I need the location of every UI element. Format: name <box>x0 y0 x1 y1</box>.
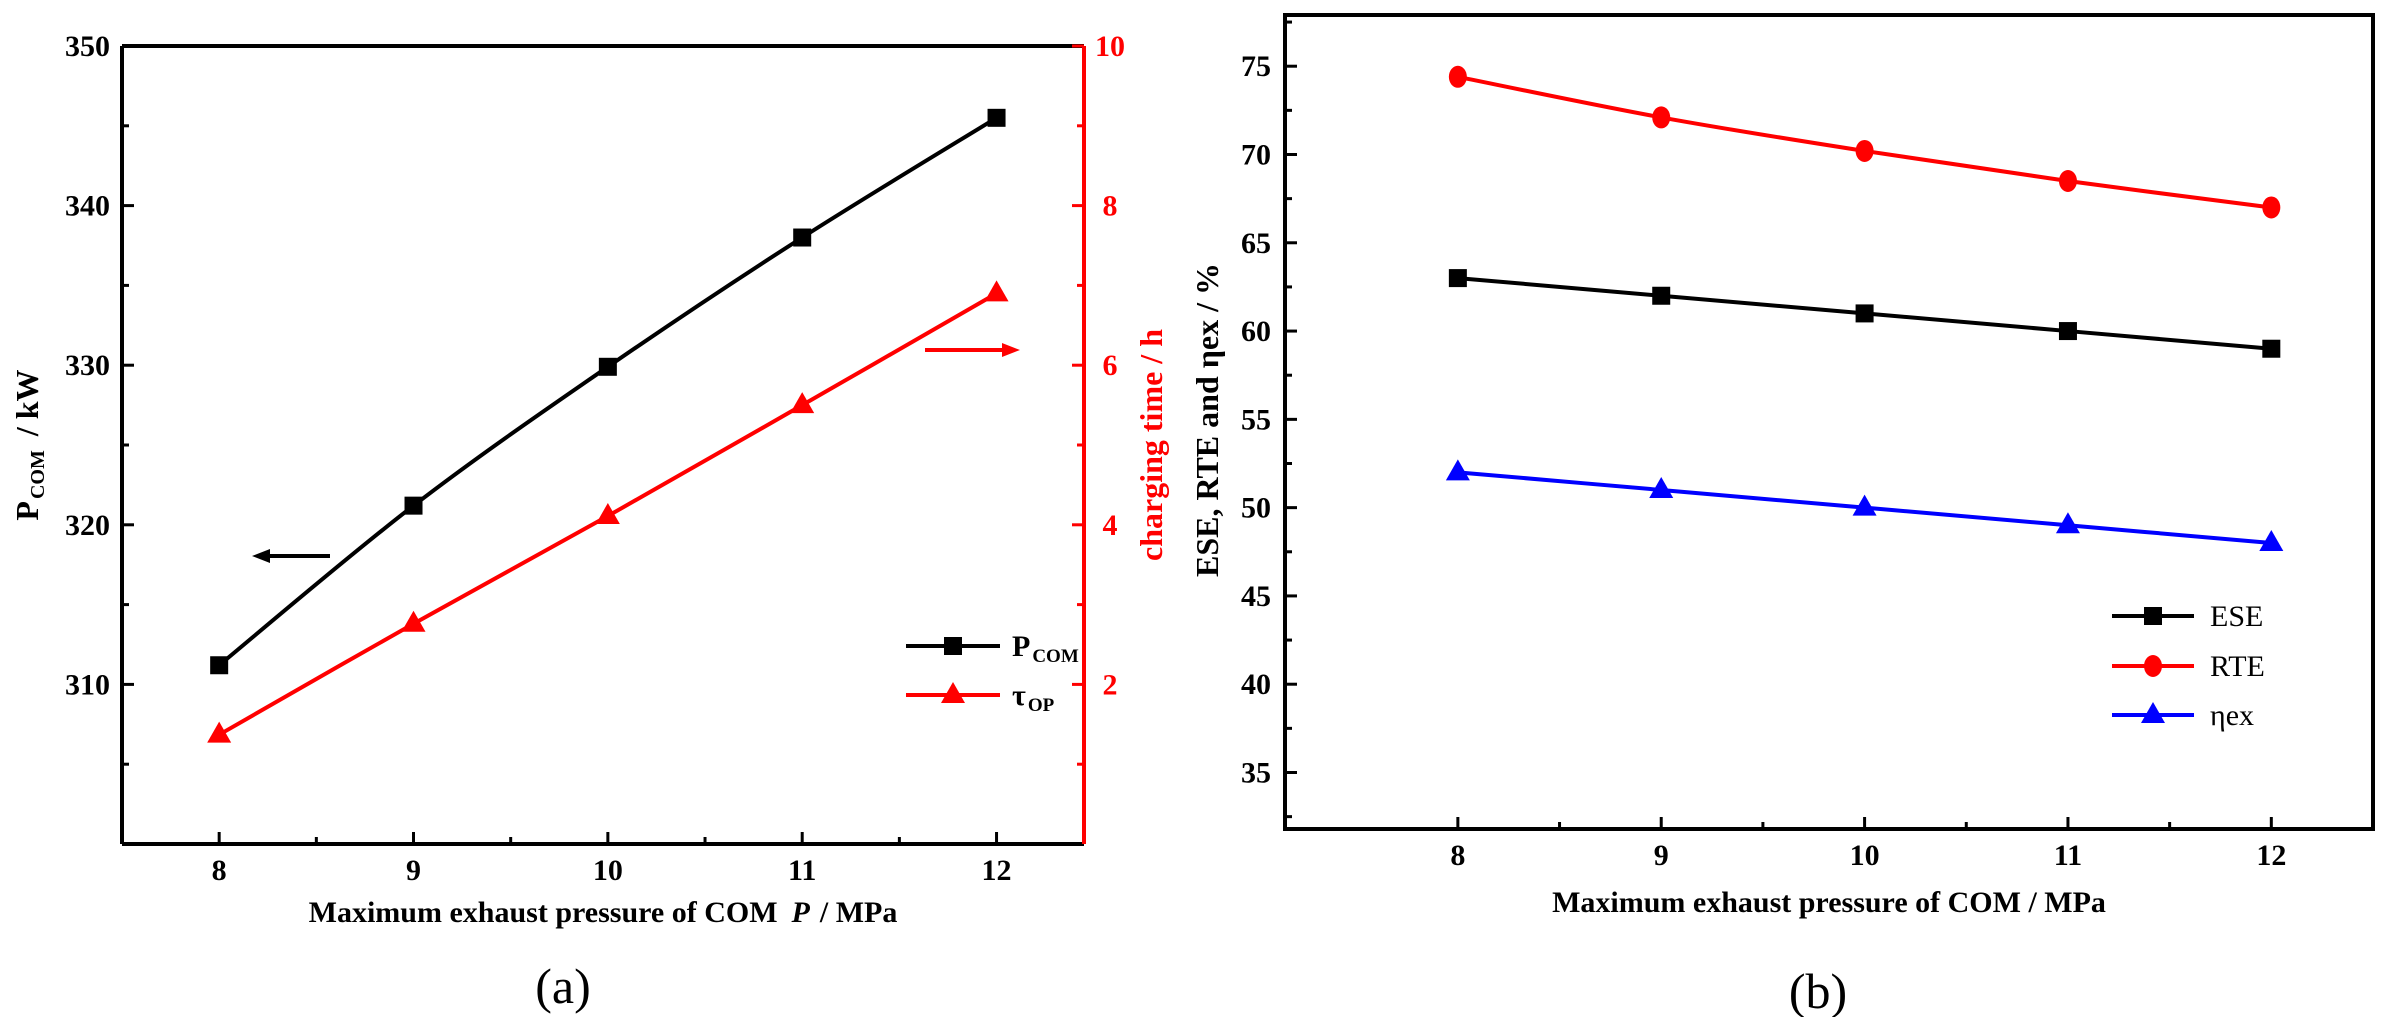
x-label-var: P <box>791 896 811 929</box>
y-label-unit: / kW <box>9 369 45 437</box>
plot-frame <box>1283 13 2375 831</box>
chart-panel-b: 8 9 10 11 12 35 40 45 50 55 60 65 70 75 Maximum exhaus… <box>1189 13 2375 919</box>
legend-marker <box>2144 655 2162 677</box>
x-tick-label: 11 <box>788 854 816 887</box>
legend-label: ηex <box>2210 699 2254 732</box>
y-axis-label: ESE, RTE and ηex / % <box>1189 263 1225 577</box>
x-tick-label: 8 <box>212 854 227 887</box>
data-point <box>987 108 1006 127</box>
y-tick-label: 330 <box>65 349 110 382</box>
x-tick-label: 9 <box>406 854 421 887</box>
y-tick-label: 50 <box>1241 492 1271 525</box>
chart-panel-a: 8 9 10 11 12 310 320 330 340 350 2 4 6 8 10 Maximum exh… <box>9 30 1169 929</box>
arrow-right-head-icon <box>1002 343 1020 357</box>
data-point <box>598 357 617 376</box>
y-tick-label: 60 <box>1241 315 1271 348</box>
data-point <box>1445 459 1470 481</box>
legend-sub: OP <box>1028 695 1055 716</box>
x-tick-label: 12 <box>2256 839 2286 872</box>
legend: ESE RTE ηex <box>2112 600 2265 732</box>
legend-marker <box>2141 702 2165 723</box>
data-point <box>1649 476 1674 498</box>
y-tick-label: 350 <box>65 30 110 63</box>
panel-label-b: (b) <box>1789 963 1847 1017</box>
y2-tick-label: 2 <box>1103 668 1118 701</box>
x-label-unit: / MPa <box>819 896 897 929</box>
y2-axis-label: charging time / h <box>1133 329 1169 561</box>
data-point <box>210 656 229 675</box>
y-tick-label: 40 <box>1241 668 1271 701</box>
data-point <box>2262 339 2281 358</box>
data-point <box>2058 322 2077 341</box>
y-tick-label: 310 <box>65 668 110 701</box>
data-point <box>793 228 812 247</box>
data-point <box>2262 196 2281 219</box>
y-tick-label: 65 <box>1241 227 1271 260</box>
y2-tick-label: 6 <box>1103 349 1118 382</box>
y-tick-label: 55 <box>1241 403 1271 436</box>
data-point <box>2055 512 2080 534</box>
x-tick-label: 10 <box>1850 839 1880 872</box>
x-tick-label: 9 <box>1654 839 1669 872</box>
y-label-sub: COM <box>27 450 49 499</box>
y-tick-label: 340 <box>65 190 110 223</box>
data-point <box>595 503 620 525</box>
y-tick-label: 35 <box>1241 756 1271 789</box>
data-point <box>2058 169 2077 192</box>
series-line-0 <box>217 116 998 667</box>
legend: P COM τ OP <box>906 630 1079 716</box>
data-point <box>207 721 232 743</box>
data-point <box>1652 106 1671 129</box>
data-point <box>2259 529 2284 551</box>
data-point <box>984 280 1009 302</box>
y-tick-label: 320 <box>65 509 110 542</box>
legend-marker <box>944 637 962 655</box>
y2-tick-label: 4 <box>1103 509 1118 542</box>
x-tick-label: 8 <box>1450 839 1465 872</box>
y-tick-label: 45 <box>1241 580 1271 613</box>
data-point <box>1652 286 1671 305</box>
data-point <box>1855 304 1874 323</box>
legend-marker <box>2144 607 2162 625</box>
data-point <box>1448 65 1467 88</box>
legend-label: RTE <box>2210 650 2265 683</box>
y-tick-label: 70 <box>1241 138 1271 171</box>
panel-label-a: (a) <box>535 958 591 1014</box>
x-tick-label: 12 <box>982 854 1012 887</box>
data-point <box>404 496 423 515</box>
legend-name: P <box>1012 630 1030 663</box>
legend-sub: COM <box>1032 646 1079 667</box>
data-point <box>1852 494 1877 516</box>
y2-tick-label: 8 <box>1103 190 1118 223</box>
y2-tick-label: 10 <box>1095 30 1125 63</box>
data-point <box>1448 269 1467 288</box>
x-tick-label: 11 <box>2054 839 2082 872</box>
legend-name: τ <box>1012 679 1026 712</box>
data-point <box>401 610 426 632</box>
legend-marker <box>941 682 965 703</box>
legend-label: ESE <box>2210 600 2263 633</box>
data-point <box>790 392 815 414</box>
arrow-left-head-icon <box>252 549 270 563</box>
y-label-text: P <box>9 501 45 521</box>
x-label-text: Maximum exhaust pressure of COM <box>309 896 778 929</box>
data-point <box>1855 139 1874 162</box>
x-tick-label: 10 <box>593 854 623 887</box>
x-axis-label: Maximum exhaust pressure of COM / MPa <box>1552 886 2106 919</box>
y-tick-label: 75 <box>1241 50 1271 83</box>
